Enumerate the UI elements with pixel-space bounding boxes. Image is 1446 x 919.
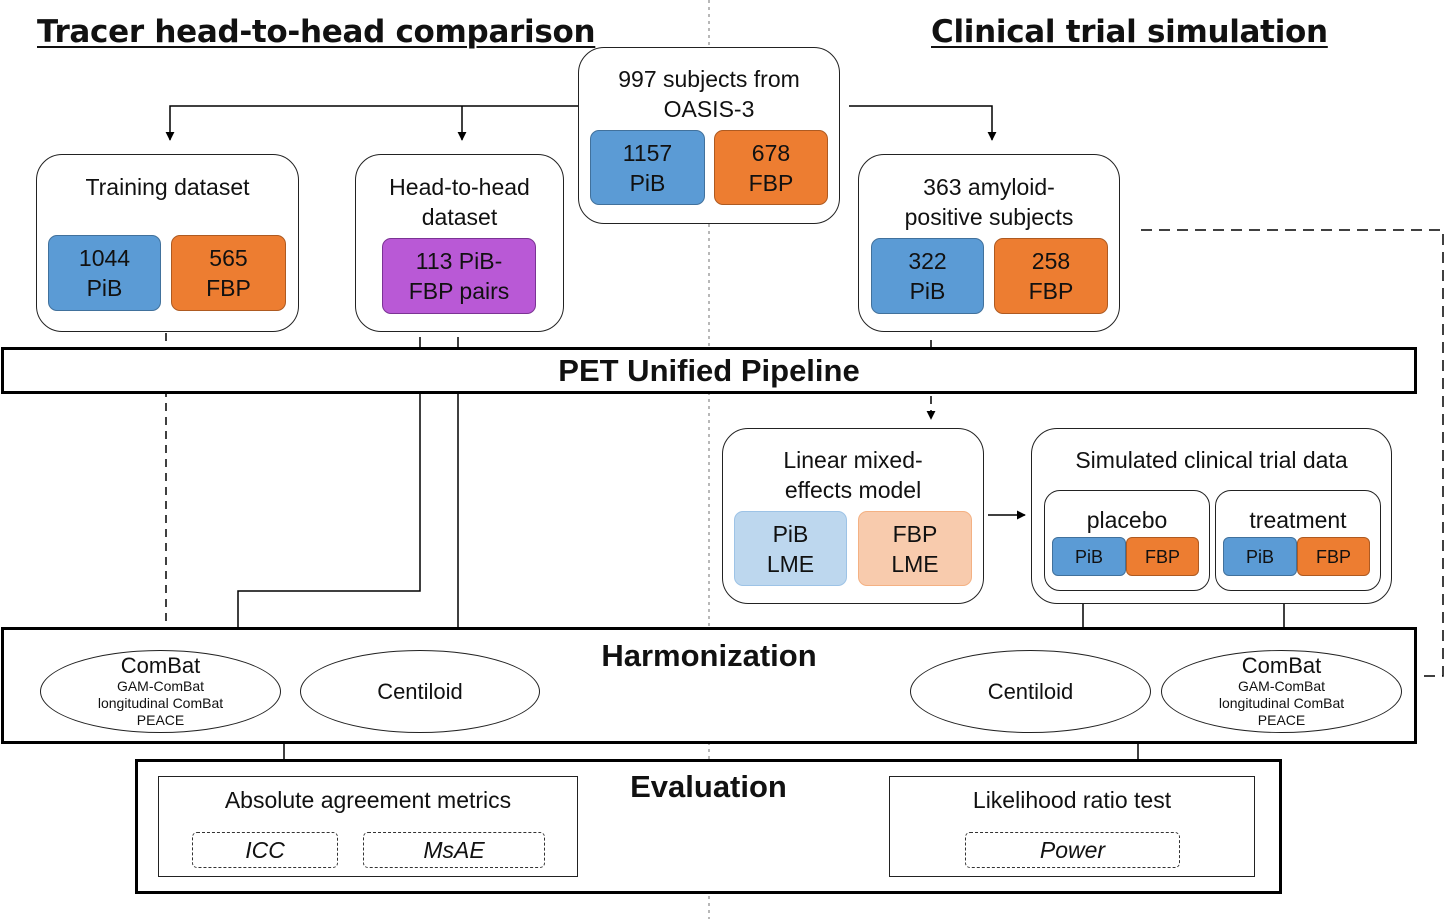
trial-title: Simulated clinical trial data [1075, 447, 1348, 473]
pipeline-band: PET Unified Pipeline [1, 347, 1417, 394]
lrt-title: Likelihood ratio test [972, 787, 1172, 813]
treatment-title: treatment [1249, 507, 1347, 533]
treatment-fbp-chip: FBP [1297, 537, 1370, 576]
training-panel: Training dataset 1044 PiB 565 FBP [36, 154, 299, 332]
left-heading: Tracer head-to-head comparison [37, 14, 596, 50]
placebo-pib-chip: PiB [1052, 537, 1126, 576]
lrt-box: Likelihood ratio test Power [889, 776, 1255, 877]
trial-panel: Simulated clinical trial data placebo Pi… [1031, 428, 1392, 604]
amyloid-pib-label: PiB [909, 278, 946, 304]
combat-left-title: ComBat [120, 653, 201, 678]
treatment-fbp-label: FBP [1315, 546, 1351, 567]
evaluation-label: Evaluation [630, 769, 787, 804]
msae-label: MsAE [423, 836, 485, 863]
combat-right-title: ComBat [1241, 653, 1322, 678]
amyloid-pib-chip: 322 PiB [871, 238, 984, 314]
treatment-group: treatment PiB FBP [1215, 490, 1381, 591]
arrow-source-to-training [165, 105, 578, 141]
harmonization-label: Harmonization [601, 638, 817, 673]
head2head-title-line2: dataset [421, 204, 498, 230]
combat-left-ellipse: ComBat GAM-ComBat longitudinal ComBat PE… [40, 650, 281, 733]
source-panel: 997 subjects from OASIS-3 1157 PiB 678 FBP [578, 47, 840, 224]
training-pib-label: PiB [86, 275, 123, 301]
amyloid-title-line1: 363 amyloid- [923, 174, 1055, 200]
combat-right-ellipse: ComBat GAM-ComBat longitudinal ComBat PE… [1161, 650, 1402, 733]
agreement-title: Absolute agreement metrics [224, 787, 512, 813]
amyloid-fbp-chip: 258 FBP [994, 238, 1108, 314]
icc-box: ICC [192, 832, 338, 868]
centiloid-right-ellipse: Centiloid [910, 650, 1151, 733]
source-fbp-count: 678 [751, 139, 791, 166]
lme-title-line2: effects model [784, 477, 922, 503]
treatment-pib-chip: PiB [1223, 537, 1297, 576]
lme-fbp-line2: LME [891, 550, 939, 577]
msae-box: MsAE [363, 832, 545, 868]
amyloid-fbp-count: 258 [1031, 248, 1071, 274]
head2head-title-line1: Head-to-head [389, 174, 530, 200]
head2head-pairs-line2: FBP pairs [408, 278, 510, 304]
source-title-line2: OASIS-3 [663, 96, 755, 122]
training-fbp-label: FBP [206, 275, 251, 301]
combat-right-sub3: PEACE [1257, 712, 1306, 728]
amyloid-pib-count: 322 [908, 248, 947, 274]
head2head-panel: Head-to-head dataset 113 PiB- FBP pairs [355, 154, 564, 332]
placebo-group: placebo PiB FBP [1044, 490, 1210, 591]
head2head-pairs-chip: 113 PiB- FBP pairs [382, 238, 536, 314]
head2head-pairs-line1: 113 PiB- [415, 248, 503, 274]
treatment-pib-label: PiB [1245, 546, 1274, 567]
placebo-fbp-chip: FBP [1126, 537, 1199, 576]
source-fbp-chip: 678 FBP [714, 130, 828, 205]
centiloid-left-label: Centiloid [377, 678, 463, 704]
training-fbp-count: 565 [209, 245, 248, 271]
combat-right-sub2: longitudinal ComBat [1218, 695, 1345, 711]
lme-pib-chip: PiB LME [734, 511, 847, 586]
combat-left-sub1: GAM-ComBat [116, 678, 205, 694]
training-pib-count: 1044 [78, 245, 131, 271]
amyloid-fbp-label: FBP [1028, 278, 1074, 304]
centiloid-right-label: Centiloid [987, 678, 1074, 704]
arrow-amyloid-to-combat-right [1141, 229, 1444, 681]
placebo-fbp-label: FBP [1144, 546, 1180, 567]
source-title-line1: 997 subjects from [618, 66, 800, 92]
pipeline-label: PET Unified Pipeline [558, 353, 860, 388]
lme-title-line1: Linear mixed- [783, 447, 923, 473]
lme-pib-line1: PiB [772, 520, 809, 547]
lme-fbp-chip: FBP LME [858, 511, 972, 586]
arrow-source-to-amyloid [849, 105, 997, 141]
amyloid-panel: 363 amyloid- positive subjects 322 PiB 25… [858, 154, 1120, 332]
lme-fbp-line1: FBP [892, 520, 938, 547]
source-fbp-label: FBP [748, 169, 794, 196]
amyloid-title-line2: positive subjects [904, 204, 1074, 230]
source-pib-count: 1157 [622, 139, 673, 166]
training-pib-chip: 1044 PiB [48, 235, 161, 311]
source-pib-label: PiB [629, 169, 666, 196]
agreement-box: Absolute agreement metrics ICC MsAE [158, 776, 578, 877]
power-box: Power [965, 832, 1180, 868]
icc-label: ICC [245, 836, 285, 863]
arrow-head2head-to-combat [233, 337, 421, 644]
source-pib-chip: 1157 PiB [590, 130, 705, 205]
combat-left-sub3: PEACE [136, 712, 185, 728]
combat-left-sub2: longitudinal ComBat [97, 695, 224, 711]
combat-right-sub1: GAM-ComBat [1237, 678, 1326, 694]
lme-pib-line2: LME [766, 550, 815, 577]
training-fbp-chip: 565 FBP [171, 235, 286, 311]
training-title: Training dataset [85, 174, 250, 200]
power-label: Power [1039, 836, 1106, 863]
lme-panel: Linear mixed- effects model PiB LME FBP LM… [722, 428, 984, 604]
right-heading: Clinical trial simulation [931, 14, 1328, 50]
placebo-pib-label: PiB [1074, 546, 1103, 567]
centiloid-left-ellipse: Centiloid [300, 650, 540, 733]
placebo-title: placebo [1086, 507, 1168, 533]
